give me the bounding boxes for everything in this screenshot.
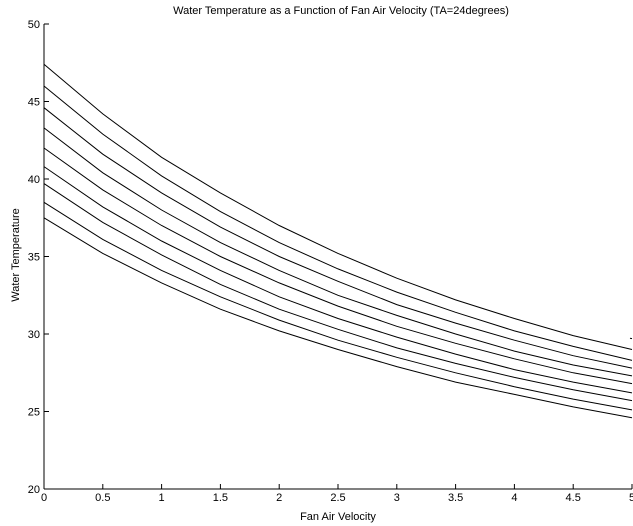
x-tick-label: 0.5 <box>95 492 110 504</box>
x-tick-label: 1.5 <box>213 492 228 504</box>
y-tick-label: 40 <box>28 174 40 186</box>
x-tick-label: 5 <box>629 492 633 504</box>
y-axis-title: Water Temperature <box>10 208 22 302</box>
series-line-8 <box>43 85 633 361</box>
tick-group: 0 0.5 1 1.5 2 2.5 3 3.5 4 4.5 5 20 25 30 35 40 45 50 <box>28 19 633 504</box>
y-tick-label: 35 <box>28 252 40 264</box>
x-tick-label: 3 <box>394 492 400 504</box>
chart-title: Water Temperature as a Function of Fan A… <box>173 5 509 17</box>
series-line-4 <box>43 166 633 394</box>
x-tick-label: 3.5 <box>448 492 463 504</box>
x-tick-label: 0 <box>41 492 47 504</box>
y-tick-label: 50 <box>28 19 40 31</box>
x-tick-label: 4 <box>511 492 517 504</box>
series-line-1 <box>43 217 633 419</box>
y-tick-label: 45 <box>28 97 40 109</box>
series-line-7 <box>43 107 633 369</box>
series-line-5 <box>43 147 633 385</box>
series-group <box>43 63 633 419</box>
series-line-6 <box>43 127 633 377</box>
series-line-9 <box>43 63 633 350</box>
y-tick-label: 25 <box>28 407 40 419</box>
series-line-2 <box>43 201 633 411</box>
x-tick-label: 2.5 <box>330 492 345 504</box>
plot-axes <box>43 24 632 490</box>
x-tick-label: 4.5 <box>566 492 581 504</box>
y-tick-label: 30 <box>28 329 40 341</box>
x-axis-title: Fan Air Velocity <box>300 511 376 523</box>
y-tick-label: 20 <box>28 484 40 496</box>
x-tick-label: 2 <box>276 492 282 504</box>
series-line-3 <box>43 183 633 402</box>
x-tick-label: 1 <box>159 492 165 504</box>
